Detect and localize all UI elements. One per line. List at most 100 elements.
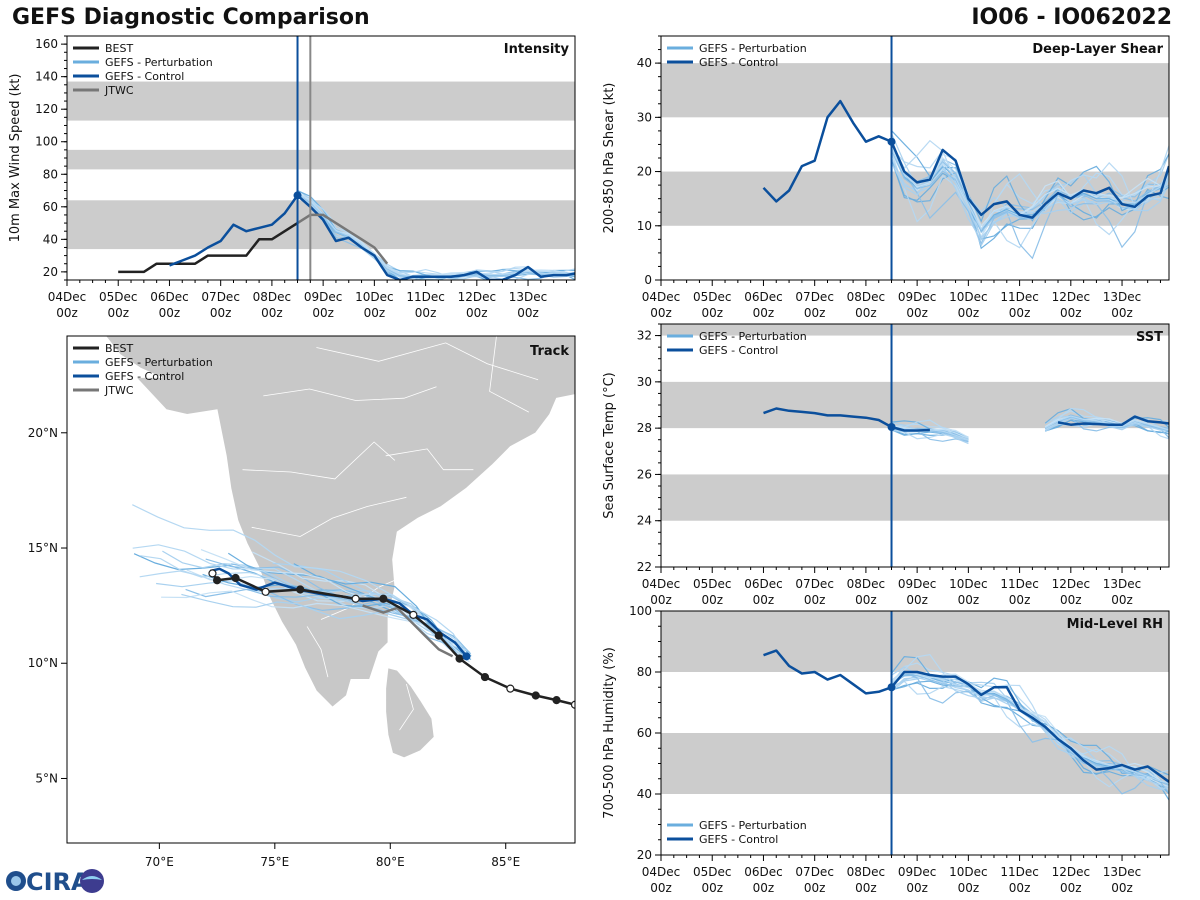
- x-tick-label-hour: 00z: [804, 593, 826, 607]
- x-tick-label-hour: 00z: [701, 881, 723, 895]
- legend-entry-label: GEFS - Perturbation: [699, 819, 807, 832]
- x-tick-label: 85°E: [491, 855, 520, 869]
- x-tick-label-day: 04Dec: [642, 865, 681, 879]
- x-tick-label-hour: 00z: [753, 593, 775, 607]
- control-line: [169, 194, 575, 280]
- x-tick-label-hour: 00z: [261, 306, 283, 320]
- x-tick-label-hour: 00z: [650, 306, 672, 320]
- x-tick-label-hour: 00z: [804, 306, 826, 320]
- y-axis-label: 700-500 hPa Humidity (%): [602, 647, 617, 819]
- x-tick-label-day: 07Dec: [201, 290, 240, 304]
- legend-entry-label: GEFS - Control: [699, 56, 778, 69]
- threshold-band: [67, 149, 575, 170]
- y-tick-label: 32: [637, 329, 652, 343]
- perturbation-member-line: [891, 672, 1169, 795]
- perturbation-member-line: [891, 680, 1169, 790]
- perturbation-member-line: [891, 653, 1169, 781]
- x-tick-label-hour: 00z: [107, 306, 129, 320]
- x-tick-label-day: 04Dec: [642, 290, 681, 304]
- best-track-point: [480, 672, 490, 682]
- state-border: [306, 626, 329, 678]
- state-border: [242, 441, 396, 480]
- x-tick-label-hour: 00z: [159, 306, 181, 320]
- x-tick-label-day: 09Dec: [304, 290, 343, 304]
- x-tick-label-hour: 00z: [1111, 306, 1133, 320]
- jtwc-track: [362, 604, 454, 658]
- best-track-point: [379, 594, 388, 603]
- x-tick-label-hour: 00z: [906, 593, 928, 607]
- x-tick-label-day: 05Dec: [693, 577, 732, 591]
- perturbation-member-line: [891, 672, 1169, 784]
- x-tick-label-day: 12Dec: [1052, 577, 1091, 591]
- x-tick-label-day: 05Dec: [693, 290, 732, 304]
- sri-lanka-landmass: [385, 667, 435, 759]
- panel-rh: 20 40 60 80 100 04Dec 00z 05Dec 00z 06Dec 00z 07Dec…: [602, 604, 1170, 895]
- x-tick-label-hour: 00z: [1060, 306, 1082, 320]
- best-track-point: [531, 691, 540, 700]
- x-tick-label-hour: 00z: [1111, 593, 1133, 607]
- x-tick-label-day: 11Dec: [406, 290, 445, 304]
- x-tick-label-hour: 00z: [701, 306, 723, 320]
- best-track-point: [455, 654, 464, 663]
- x-tick-label-hour: 00z: [701, 593, 723, 607]
- best-track-point: [208, 569, 217, 578]
- x-tick-label-hour: 00z: [210, 306, 232, 320]
- legend-entry-label: GEFS - Control: [699, 344, 778, 357]
- perturbation-member-line: [890, 148, 1169, 231]
- y-axis-label: Sea Surface Temp (°C): [602, 372, 617, 519]
- logo-text: CIRA: [26, 868, 90, 896]
- y-tick-label: 80: [43, 167, 58, 181]
- x-tick-label-hour: 00z: [855, 881, 877, 895]
- perturbation-member-line: [890, 149, 1169, 231]
- x-tick-label-hour: 00z: [56, 306, 78, 320]
- logo-globe-right: [80, 869, 104, 893]
- perturbation-member-line: [891, 426, 969, 441]
- x-tick-label-day: 07Dec: [795, 290, 834, 304]
- y-tick-label: 80: [637, 665, 652, 679]
- legend-entry-label: JTWC: [104, 384, 134, 397]
- x-tick-label-day: 06Dec: [150, 290, 189, 304]
- x-tick-label-hour: 00z: [517, 306, 539, 320]
- perturbation-member-line: [890, 150, 1169, 260]
- x-tick-label-day: 11Dec: [1000, 865, 1039, 879]
- legend-entry-label: BEST: [105, 42, 133, 55]
- x-tick-label-hour: 00z: [1060, 881, 1082, 895]
- logo-wave: [82, 876, 102, 880]
- y-tick-label: 160: [35, 37, 58, 51]
- best-track-point: [434, 631, 443, 640]
- x-tick-label-day: 09Dec: [898, 290, 937, 304]
- state-border: [316, 342, 539, 381]
- x-tick-label-hour: 00z: [855, 593, 877, 607]
- x-tick-label-day: 06Dec: [744, 577, 783, 591]
- x-tick-label-day: 06Dec: [744, 290, 783, 304]
- y-tick-label: 30: [637, 110, 652, 124]
- plot-area: [661, 324, 1169, 521]
- best-track-point: [231, 573, 240, 583]
- panel-title: Intensity: [504, 42, 570, 57]
- x-tick-label-day: 06Dec: [744, 865, 783, 879]
- x-tick-label-day: 10Dec: [949, 577, 988, 591]
- best-track-point: [212, 576, 222, 585]
- x-tick-label-hour: 00z: [312, 306, 334, 320]
- x-tick-label-hour: 00z: [958, 306, 980, 320]
- best-line: [118, 222, 299, 274]
- x-tick-label-day: 09Dec: [898, 865, 937, 879]
- y-tick-label: 10: [637, 219, 652, 233]
- x-tick-label-day: 10Dec: [355, 290, 394, 304]
- threshold-band: [67, 81, 575, 121]
- y-tick-label: 0: [644, 273, 652, 287]
- y-tick-label: 60: [637, 726, 652, 740]
- legend-entry-label: GEFS - Control: [105, 370, 184, 383]
- perturbation-member-line: [890, 145, 1169, 227]
- perturbation-member-line: [890, 143, 1169, 231]
- x-tick-label-day: 08Dec: [847, 865, 886, 879]
- threshold-band: [661, 474, 1169, 521]
- perturbation-member-line: [890, 152, 1169, 249]
- legend-entry-label: GEFS - Control: [699, 833, 778, 846]
- control-line: [1057, 415, 1169, 426]
- y-tick-label: 120: [35, 102, 58, 116]
- control-init-marker: [462, 652, 471, 661]
- panel-intensity: 20 40 60 80 100 120 140 160 04Dec 00z 05Dec 00z 06De…: [8, 35, 576, 320]
- legend-entry-label: GEFS - Perturbation: [105, 356, 213, 369]
